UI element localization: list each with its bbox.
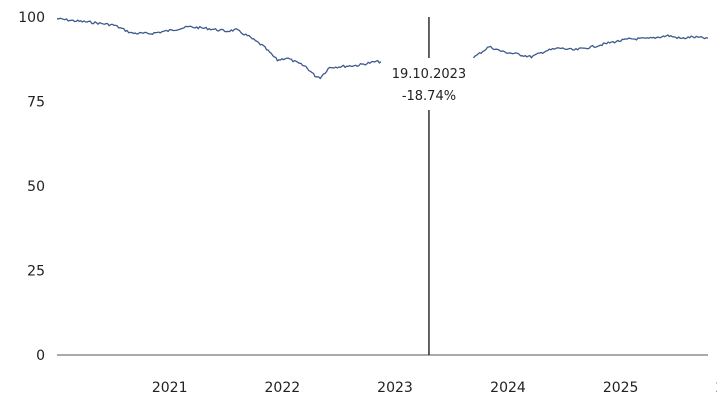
y-tick-label: 100 [18,10,45,26]
x-tick-label: 2026 [715,380,717,396]
x-tick-label: 2024 [490,380,526,396]
tooltip-value: -18.74% [402,89,456,104]
y-tick-label: 0 [36,348,45,364]
y-tick-label: 25 [27,264,45,280]
x-tick-label: 2021 [152,380,188,396]
y-tick-label: 75 [27,95,45,111]
series-line [56,17,709,81]
tooltip-background [380,58,477,110]
x-tick-label: 2025 [603,380,639,396]
series-layer [56,17,709,81]
y-tick-label: 50 [27,179,45,195]
x-tick-label: 2023 [377,380,413,396]
x-tick-label: 2022 [265,380,301,396]
x-axis-ticks: 2021 2022 2023 2024 2025 2026 [152,380,717,396]
tooltip-date: 19.10.2023 [392,67,466,82]
crosshair: 19.10.2023 -18.74% [380,17,477,355]
y-axis-ticks: 0 25 50 75 100 [18,10,45,364]
